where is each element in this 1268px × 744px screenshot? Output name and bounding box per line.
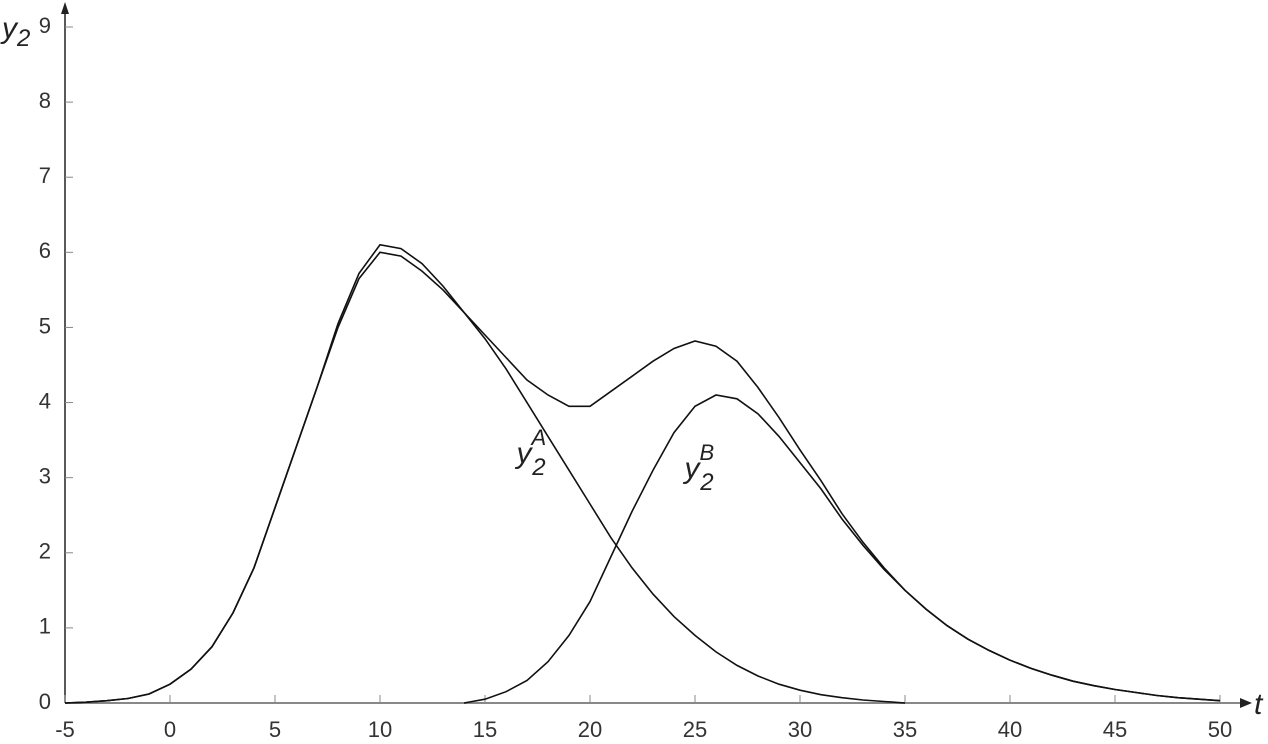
y-tick-label: 3 bbox=[39, 463, 51, 488]
y-tick-label: 4 bbox=[39, 388, 51, 413]
x-tick-label: 20 bbox=[578, 717, 602, 742]
x-tick-label: 40 bbox=[998, 717, 1022, 742]
y-axis-arrow bbox=[61, 2, 69, 14]
annotation-sub: 2 bbox=[699, 469, 713, 496]
annotation: yA 2 bbox=[515, 425, 547, 482]
y-tick-label: 9 bbox=[39, 13, 51, 38]
x-tick-label: 50 bbox=[1208, 717, 1232, 742]
y-tick-label: 2 bbox=[39, 539, 51, 564]
x-axis-label-base: t bbox=[1254, 688, 1264, 721]
x-axis-arrow bbox=[1240, 698, 1252, 708]
x-tick-label: 5 bbox=[269, 717, 281, 742]
x-tick-label: 0 bbox=[164, 717, 176, 742]
annotation-base: y bbox=[515, 437, 534, 470]
annotation-sup: B bbox=[700, 440, 715, 465]
annotation-sub: 2 bbox=[531, 454, 545, 481]
x-tick-label: 15 bbox=[473, 717, 497, 742]
y-tick-label: 1 bbox=[39, 614, 51, 639]
line bbox=[64, 251, 906, 704]
annotation: yB 2 bbox=[683, 440, 715, 497]
line bbox=[64, 243, 1221, 704]
x-tick-label: 10 bbox=[368, 717, 392, 742]
y-axis-label-base: y bbox=[0, 12, 19, 45]
y-axis-label-sub: 2 bbox=[16, 25, 30, 52]
x-tick-label: 25 bbox=[683, 717, 707, 742]
y-tick-label: 5 bbox=[39, 313, 51, 338]
annotation-base: y bbox=[683, 452, 702, 485]
y-tick-label: 6 bbox=[39, 238, 51, 263]
y-tick-label: 8 bbox=[39, 88, 51, 113]
y-axis-label: y2 bbox=[0, 12, 30, 52]
x-tick-label: 35 bbox=[893, 717, 917, 742]
y-tick-label: 0 bbox=[39, 689, 51, 714]
x-tick-label: -5 bbox=[55, 717, 75, 742]
x-tick-label: 45 bbox=[1103, 717, 1127, 742]
annotation-sup: A bbox=[530, 425, 547, 450]
x-tick-label: 30 bbox=[788, 717, 812, 742]
line bbox=[463, 394, 1221, 704]
x-axis-label: t bbox=[1254, 688, 1264, 721]
y-tick-label: 7 bbox=[39, 163, 51, 188]
